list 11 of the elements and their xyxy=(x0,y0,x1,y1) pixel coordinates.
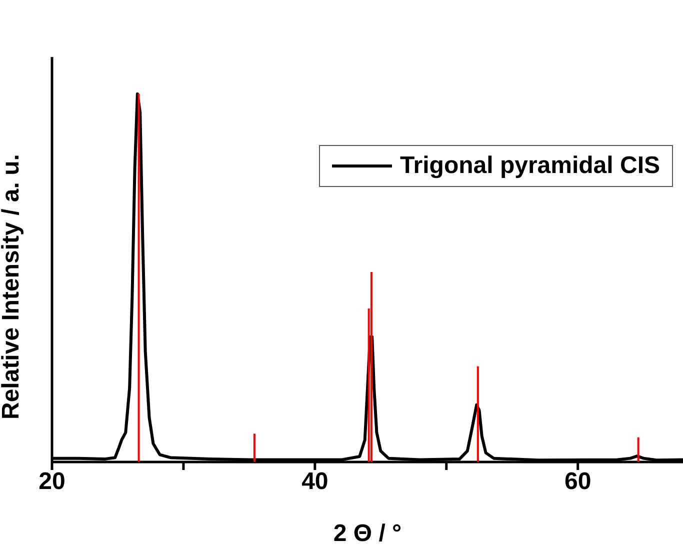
legend-label: Trigonal pyramidal CIS xyxy=(400,152,660,180)
x-tick-label: 20 xyxy=(38,468,66,496)
x-axis-title: 2 Θ / ° xyxy=(333,520,402,547)
x-tick-label: 40 xyxy=(302,468,328,496)
y-axis-title: Relative Intensity / a. u. xyxy=(0,154,25,420)
bar xyxy=(476,366,479,462)
bar xyxy=(253,434,256,462)
bar xyxy=(637,437,640,462)
x-tick-label: 60 xyxy=(564,468,592,496)
bar xyxy=(138,94,140,462)
bar xyxy=(370,272,372,462)
